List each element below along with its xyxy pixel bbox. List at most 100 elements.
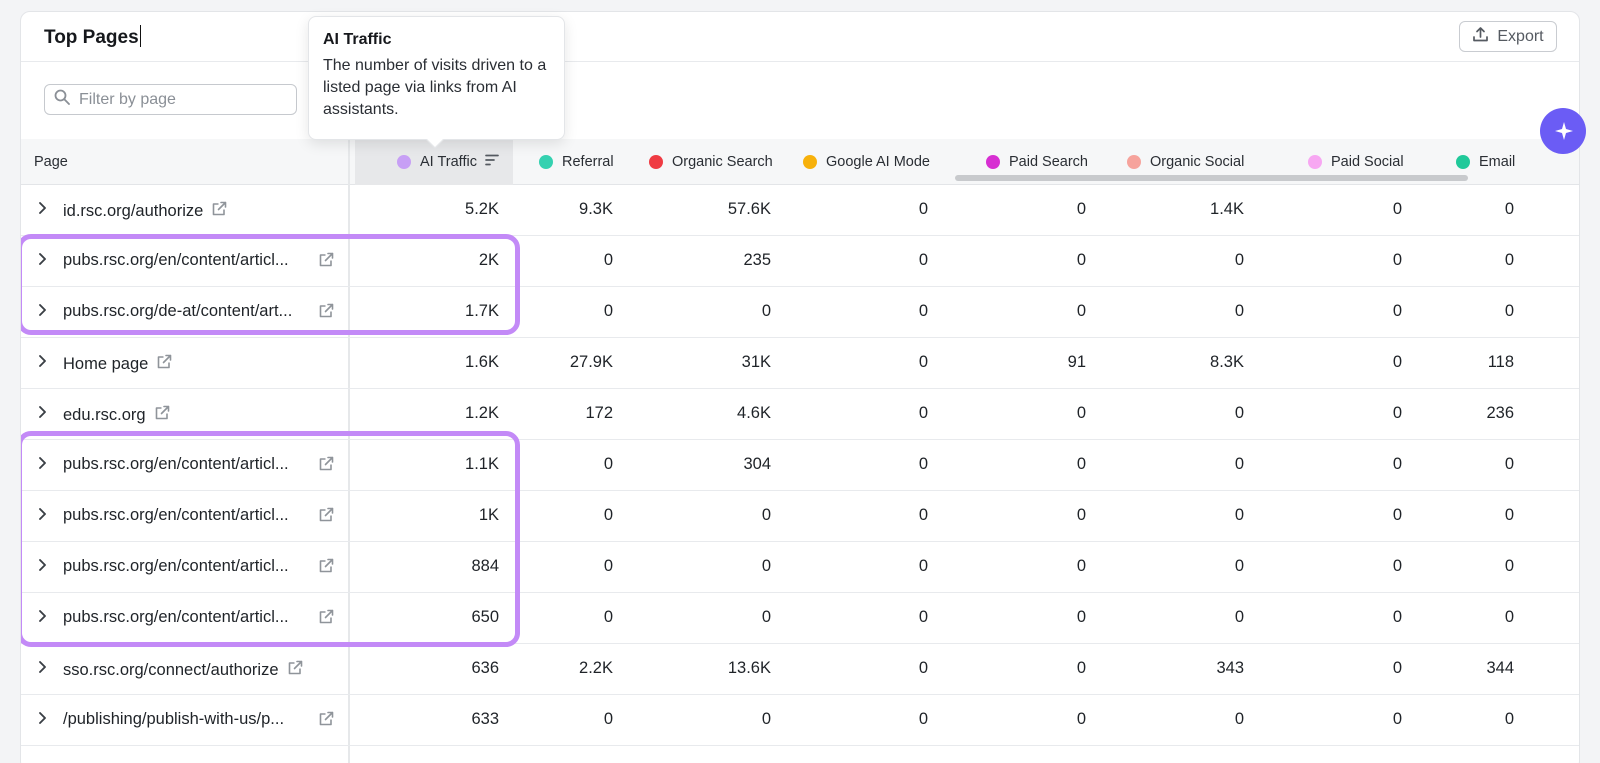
chevron-right-icon[interactable]	[38, 711, 47, 730]
page-link[interactable]: edu.rsc.org	[63, 405, 146, 424]
chevron-right-icon[interactable]	[38, 405, 47, 424]
external-link-icon[interactable]	[318, 251, 335, 273]
page-link[interactable]: /publishing/publish-with-us/p...	[63, 710, 285, 728]
table-cell: 0	[918, 251, 928, 269]
table-cell: 0	[1076, 710, 1086, 728]
external-link-icon[interactable]	[318, 302, 335, 324]
chevron-right-icon[interactable]	[38, 303, 47, 322]
horizontal-scrollbar[interactable]	[955, 175, 1468, 181]
chevron-right-icon[interactable]	[38, 252, 47, 271]
column-divider	[348, 139, 350, 763]
filter-by-page[interactable]	[44, 84, 297, 115]
table-cell: 0	[1504, 608, 1514, 626]
table-cell: 0	[761, 557, 771, 575]
external-link-icon[interactable]	[318, 506, 335, 528]
column-header-paid-search[interactable]: Paid Search	[986, 139, 1088, 185]
table-cell: 0	[1234, 710, 1244, 728]
column-header-referral[interactable]: Referral	[539, 139, 614, 185]
external-link-icon[interactable]	[154, 404, 171, 426]
table-cell: 0	[1392, 302, 1402, 320]
page-link[interactable]: Home page	[63, 354, 149, 373]
table-cell: 0	[1392, 506, 1402, 524]
table-cell: 13.6K	[727, 659, 771, 677]
table-row[interactable]: pubs.rsc.org/en/content/articl... 2K 0 235 0…	[21, 236, 1579, 287]
external-link-icon[interactable]	[156, 353, 173, 375]
table-row[interactable]: sso.rsc.org/connect/authorize 636 2.2K 13.6…	[21, 644, 1579, 695]
column-label: Paid Social	[1331, 154, 1404, 170]
table-row[interactable]: Home page 1.6K 27.9K 31K 0 91 8.3K 0 118	[21, 338, 1579, 389]
table-row[interactable]: pubs.rsc.org/en/content/articl... 1K 0 0 0 0 0…	[21, 491, 1579, 542]
column-header-paid-social[interactable]: Paid Social	[1308, 139, 1404, 185]
table-cell: 0	[761, 302, 771, 320]
table-cell: 0	[1504, 251, 1514, 269]
external-link-icon[interactable]	[211, 200, 228, 222]
tooltip-title: AI Traffic	[323, 31, 392, 48]
table-cell: 0	[603, 608, 613, 626]
table-cell: 650	[471, 608, 499, 626]
table-cell: 27.9K	[569, 353, 613, 371]
external-link-icon[interactable]	[318, 455, 335, 477]
filter-input[interactable]	[79, 90, 279, 109]
table-row[interactable]: pubs.rsc.org/de-at/content/art... 1.7K 0 0 0…	[21, 287, 1579, 338]
page-link[interactable]: pubs.rsc.org/en/content/articl...	[63, 455, 289, 473]
column-header-organic-search[interactable]: Organic Search	[649, 139, 773, 185]
table-cell: 0	[1076, 455, 1086, 473]
table-cell: 0	[603, 506, 613, 524]
page-link[interactable]: id.rsc.org/authorize	[63, 201, 204, 220]
page-link-wrapper: pubs.rsc.org/en/content/articl...	[63, 608, 289, 627]
chevron-right-icon[interactable]	[38, 456, 47, 475]
table-cell: 0	[761, 506, 771, 524]
table-cell: 0	[1504, 710, 1514, 728]
column-header-ai-traffic[interactable]: AI Traffic	[355, 139, 513, 185]
page-link[interactable]: sso.rsc.org/connect/authorize	[63, 660, 279, 679]
table-cell: 4.6K	[737, 404, 771, 422]
table-cell: 0	[1076, 200, 1086, 218]
external-link-icon[interactable]	[318, 557, 335, 579]
chevron-right-icon[interactable]	[38, 558, 47, 577]
chevron-right-icon[interactable]	[38, 507, 47, 526]
column-label: Email	[1479, 154, 1516, 170]
sparkle-icon	[1555, 122, 1573, 140]
page-link[interactable]: pubs.rsc.org/en/content/articl...	[63, 608, 289, 626]
table-cell: 0	[1234, 302, 1244, 320]
series-dot	[1456, 155, 1470, 169]
top-pages-card: Top Pages Export Page AI Traffic Referra…	[20, 11, 1580, 763]
table-cell: 0	[603, 302, 613, 320]
table-row[interactable]: id.rsc.org/authorize 5.2K 9.3K 57.6K 0 0 1.4K 0…	[21, 185, 1579, 236]
chevron-right-icon[interactable]	[38, 660, 47, 679]
table-row[interactable]: pubs.rsc.org/en/content/articl... 650 0 0 0 0…	[21, 593, 1579, 644]
table-row[interactable]: /publishing/publish-with-us/p... 633 0 0 0 0 0…	[21, 695, 1579, 746]
page-title-text: Top Pages	[44, 27, 139, 48]
column-header-google-ai-mode[interactable]: Google AI Mode	[803, 139, 930, 185]
table-cell: 636	[471, 659, 499, 677]
table-cell: 0	[1392, 251, 1402, 269]
ai-assistant-button[interactable]	[1540, 108, 1586, 154]
page-link[interactable]: pubs.rsc.org/en/content/articl...	[63, 506, 289, 524]
sort-icon[interactable]	[485, 154, 499, 170]
page-link[interactable]: pubs.rsc.org/de-at/content/art...	[63, 302, 293, 320]
export-button[interactable]: Export	[1459, 21, 1557, 52]
page-link-wrapper: Home page	[63, 353, 173, 375]
table-row[interactable]: edu.rsc.org 1.2K 172 4.6K 0 0 0 0 236	[21, 389, 1579, 440]
table-row[interactable]: pubs.rsc.org/en/content/articl... 884 0 0 0 0…	[21, 542, 1579, 593]
series-dot	[1127, 155, 1141, 169]
column-header-organic-social[interactable]: Organic Social	[1127, 139, 1244, 185]
page-link[interactable]: pubs.rsc.org/en/content/articl...	[63, 557, 289, 575]
page-title[interactable]: Top Pages	[44, 25, 141, 49]
tooltip-text: The number of visits driven to a listed …	[323, 57, 547, 118]
external-link-icon[interactable]	[318, 710, 335, 732]
table-cell: 0	[918, 302, 928, 320]
chevron-right-icon[interactable]	[38, 354, 47, 373]
table-cell: 0	[1076, 557, 1086, 575]
external-link-icon[interactable]	[287, 659, 304, 681]
chevron-right-icon[interactable]	[38, 609, 47, 628]
chevron-right-icon[interactable]	[38, 201, 47, 220]
page-link[interactable]: pubs.rsc.org/en/content/articl...	[63, 251, 289, 269]
series-dot	[539, 155, 553, 169]
external-link-icon[interactable]	[318, 608, 335, 630]
table-cell: 0	[1076, 506, 1086, 524]
column-header-page[interactable]: Page	[34, 139, 68, 185]
column-header-email[interactable]: Email	[1456, 139, 1515, 185]
table-row[interactable]: pubs.rsc.org/en/content/articl... 1.1K 0 30…	[21, 440, 1579, 491]
table-cell: 0	[603, 455, 613, 473]
